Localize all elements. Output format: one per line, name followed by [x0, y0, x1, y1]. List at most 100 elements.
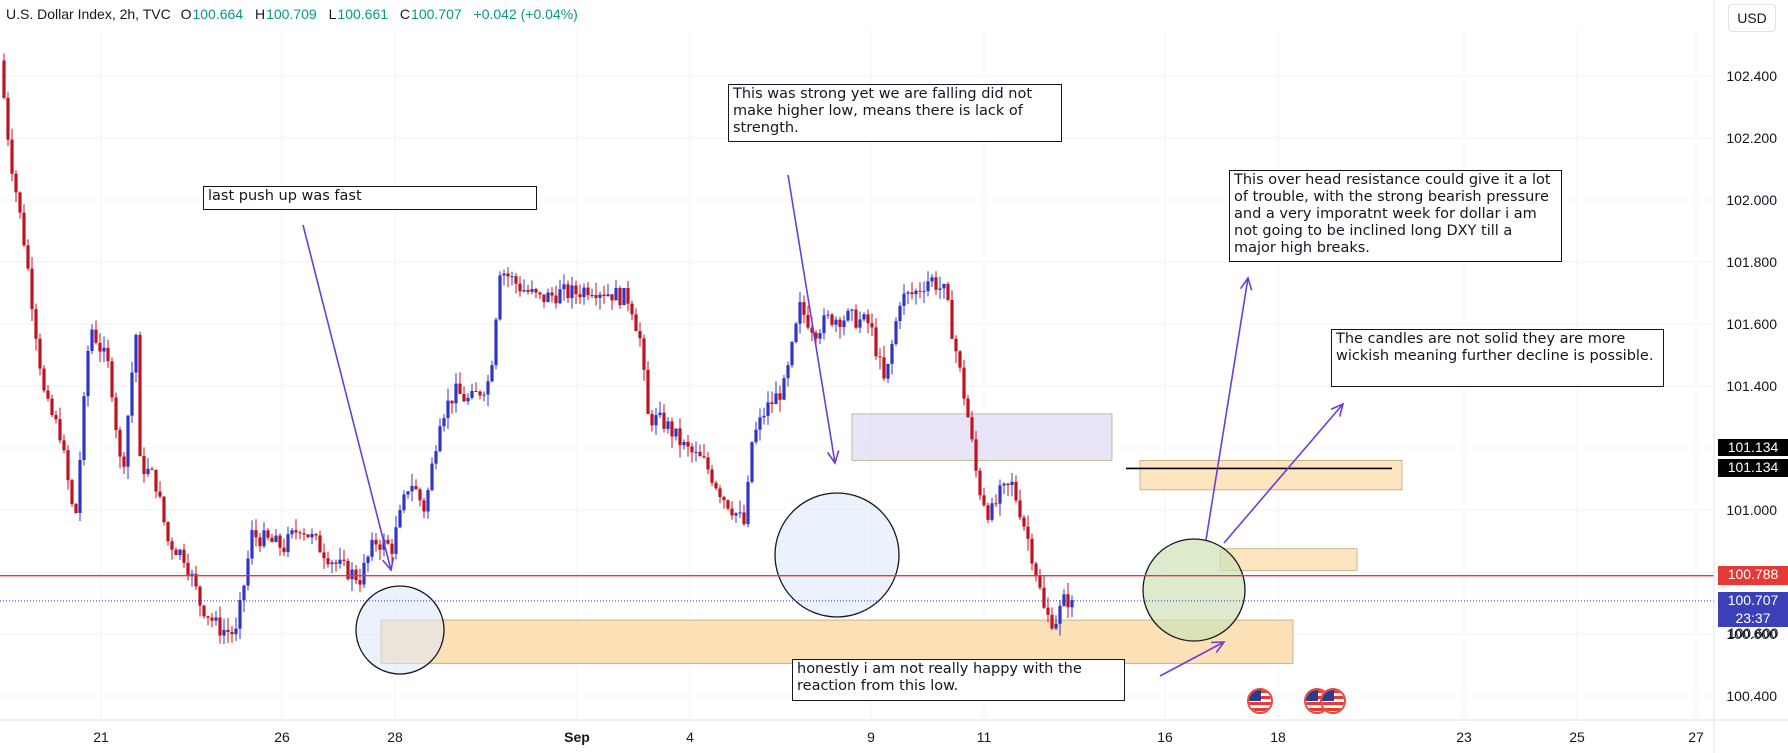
candle-body: [702, 456, 706, 458]
candle-body: [102, 347, 106, 352]
price-tag-level-b: 101.134: [1718, 459, 1788, 477]
candle-body: [454, 383, 458, 404]
candle-body: [770, 402, 774, 405]
arrow-low-reaction: [1159, 641, 1225, 677]
candle-body: [814, 332, 818, 339]
candle-body: [174, 549, 178, 556]
candle-body: [670, 421, 674, 437]
candle-body: [978, 470, 982, 496]
candle-body: [754, 429, 758, 443]
candle-body: [510, 276, 514, 278]
candle-body: [394, 527, 398, 554]
candle-body: [546, 292, 550, 302]
candle-body: [678, 428, 682, 446]
candle-body: [610, 294, 614, 301]
candle-body: [818, 333, 822, 339]
arrow-wickish: [1223, 403, 1344, 544]
candle-body: [478, 391, 482, 396]
candle-body: [1018, 500, 1022, 518]
candle-body: [74, 504, 78, 513]
time-axis-label: 25: [1569, 729, 1585, 745]
arrow-resistance: [1205, 277, 1249, 541]
zones: [380, 413, 1403, 664]
candle-body: [466, 397, 470, 402]
low-value: 100.661: [337, 6, 389, 22]
candle-body: [422, 500, 426, 512]
candle-body: [774, 393, 778, 405]
candle-body: [982, 495, 986, 506]
candle-body: [926, 281, 930, 292]
candle-body: [122, 456, 126, 467]
us-flag-event-icon[interactable]: [1320, 688, 1346, 714]
candle-body: [166, 522, 170, 542]
candle-body: [286, 534, 290, 553]
candles: [2, 53, 1074, 644]
candle-body: [398, 510, 402, 528]
candle-body: [886, 363, 890, 379]
candle-body: [78, 459, 82, 513]
candle-body: [406, 491, 410, 495]
price-tag-countdown: 23:37: [1718, 610, 1788, 627]
candle-body: [458, 383, 462, 394]
candle-body: [710, 469, 714, 483]
candle-body: [558, 289, 562, 304]
demand-zone: [380, 619, 1294, 664]
annotation-arrows: [302, 174, 1345, 677]
annotation-wickish-candles[interactable]: The candles are not solid they are more …: [1331, 329, 1664, 387]
candle-body: [142, 456, 146, 475]
candle-body: [938, 288, 942, 290]
annotation-not-happy[interactable]: honestly i am not really happy with the …: [792, 659, 1125, 701]
candle-body: [230, 632, 234, 635]
candle-body: [806, 314, 810, 328]
candle-body: [826, 314, 830, 316]
us-flag-event-icon[interactable]: [1247, 688, 1273, 714]
candle-body: [154, 469, 158, 492]
candle-body: [294, 530, 298, 533]
candle-body: [150, 468, 154, 470]
candle-body: [82, 396, 86, 460]
candle-body: [758, 417, 762, 430]
candle-body: [442, 418, 446, 427]
candle-body: [90, 329, 94, 351]
candle-body: [790, 342, 794, 366]
candle-body: [682, 441, 686, 446]
candle-body: [270, 537, 274, 543]
candle-body: [646, 369, 650, 414]
candle-body: [430, 463, 434, 491]
candle-body: [206, 616, 210, 618]
candle-body: [614, 288, 618, 301]
high-value: 100.709: [266, 6, 317, 22]
time-axis-label: 4: [686, 729, 694, 745]
candle-body: [714, 482, 718, 489]
candle-body: [898, 305, 902, 322]
time-axis: 21 26 28 Sep 4 9 11 16 18 23 25 27: [0, 719, 1788, 745]
annotation-strong-yet-falling[interactable]: This was strong yet we are falling did n…: [728, 84, 1062, 142]
candle-body: [42, 368, 46, 391]
candle-body: [306, 534, 310, 538]
currency-button[interactable]: USD: [1728, 4, 1776, 32]
candle-body: [734, 513, 738, 516]
candle-body: [490, 365, 494, 382]
candle-body: [170, 541, 174, 550]
candle-body: [66, 450, 70, 481]
candle-body: [98, 342, 102, 352]
candle-body: [362, 562, 366, 585]
candle-body: [766, 402, 770, 416]
annotation-last-push[interactable]: last push up was fast: [203, 186, 537, 210]
candle-body: [494, 319, 498, 366]
candle-body: [794, 323, 798, 343]
candle-body: [626, 288, 630, 304]
candle-body: [22, 212, 26, 246]
open-value: 100.664: [192, 6, 244, 22]
candle-body: [470, 390, 474, 398]
candle-body: [158, 491, 162, 497]
candle-body: [38, 338, 42, 369]
candle-body: [162, 496, 166, 523]
annotation-overhead-resistance[interactable]: This over head resistance could give it …: [1229, 170, 1562, 262]
candle-body: [354, 569, 358, 581]
candle-body: [446, 400, 450, 419]
candle-body: [522, 290, 526, 292]
candle-body: [298, 532, 302, 534]
candle-body: [110, 361, 114, 398]
symbol-header: U.S. Dollar Index, 2h, TVC O100.664 H100…: [6, 6, 584, 22]
